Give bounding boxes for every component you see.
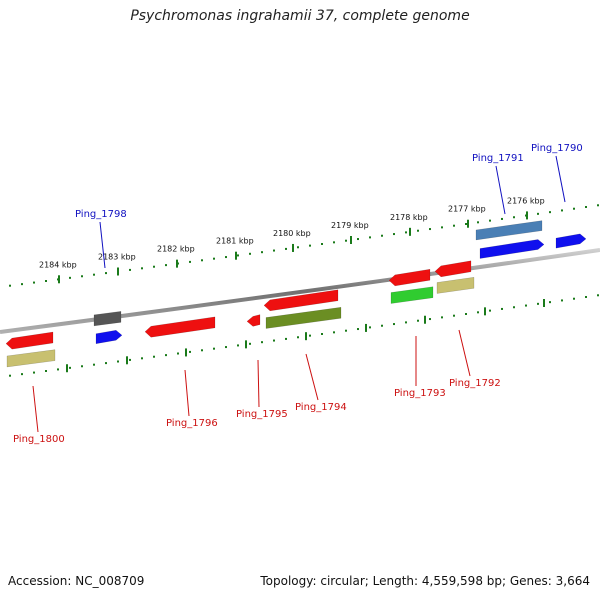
tick-label: 2180 kbp: [273, 229, 311, 238]
gene-arrow: [388, 268, 431, 287]
gene-arrow: [93, 311, 122, 327]
tick-label: 2181 kbp: [216, 237, 254, 246]
gene-layer: [5, 220, 587, 368]
accession-text: Accession: NC_008709: [8, 574, 145, 588]
gene-label-ping-1796[interactable]: Ping_1796: [166, 418, 218, 429]
gene-leader-line: [305, 353, 319, 401]
gene-arrow: [95, 329, 123, 344]
gene-label-ping-1791[interactable]: Ping_1791: [472, 153, 524, 164]
tick-label: 2183 kbp: [98, 253, 136, 262]
gene-arrow: [475, 220, 543, 241]
gene-arrow: [263, 289, 339, 312]
tick-label: 2178 kbp: [390, 213, 428, 222]
genome-backbone: [0, 248, 600, 334]
gene-label-ping-1790[interactable]: Ping_1790: [531, 143, 583, 154]
gene-leader-line: [257, 359, 260, 408]
gene-leader-line: [99, 221, 106, 269]
gene-arrow: [5, 331, 54, 350]
gene-leader-line: [184, 369, 190, 417]
tick-label: 2177 kbp: [448, 205, 486, 214]
tick-label: 2182 kbp: [157, 245, 195, 254]
gene-label-ping-1794[interactable]: Ping_1794: [295, 402, 347, 413]
backbone-layer: [0, 248, 600, 334]
gene-arrow: [479, 239, 545, 259]
gene-arrow: [265, 306, 342, 329]
gene-label-ping-1795[interactable]: Ping_1795: [236, 409, 288, 420]
tick-label: 2184 kbp: [39, 260, 77, 269]
gene-arrow: [144, 316, 216, 338]
gene-arrow: [436, 277, 475, 294]
gene-leader-line: [555, 155, 566, 203]
gene-arrow: [434, 260, 472, 278]
gene-label-ping-1800[interactable]: Ping_1800: [13, 434, 65, 445]
genome-title: Psychromonas ingrahamii 37, complete gen…: [130, 8, 470, 24]
gene-label-ping-1793[interactable]: Ping_1793: [394, 388, 446, 399]
gene-leader-line: [495, 165, 506, 215]
gene-arrow: [390, 286, 434, 304]
gene-arrow: [555, 233, 587, 249]
gene-leader-line: [32, 385, 39, 433]
gene-arrow: [246, 314, 261, 327]
tick-label: 2176 kbp: [507, 196, 545, 205]
gene-leader-line: [458, 329, 471, 377]
tick-layer: 2184 kbp 2183 kbp 2182 kbp 2181 kbp 2180 kbp…: [9, 196, 599, 377]
gene-label-ping-1798[interactable]: Ping_1798: [75, 209, 127, 220]
gene-label-ping-1792[interactable]: Ping_1792: [449, 378, 501, 389]
topology-summary: Topology: circular; Length: 4,559,598 bp…: [260, 574, 590, 588]
tick-label: 2179 kbp: [331, 221, 369, 230]
gene-arrow: [6, 349, 56, 368]
